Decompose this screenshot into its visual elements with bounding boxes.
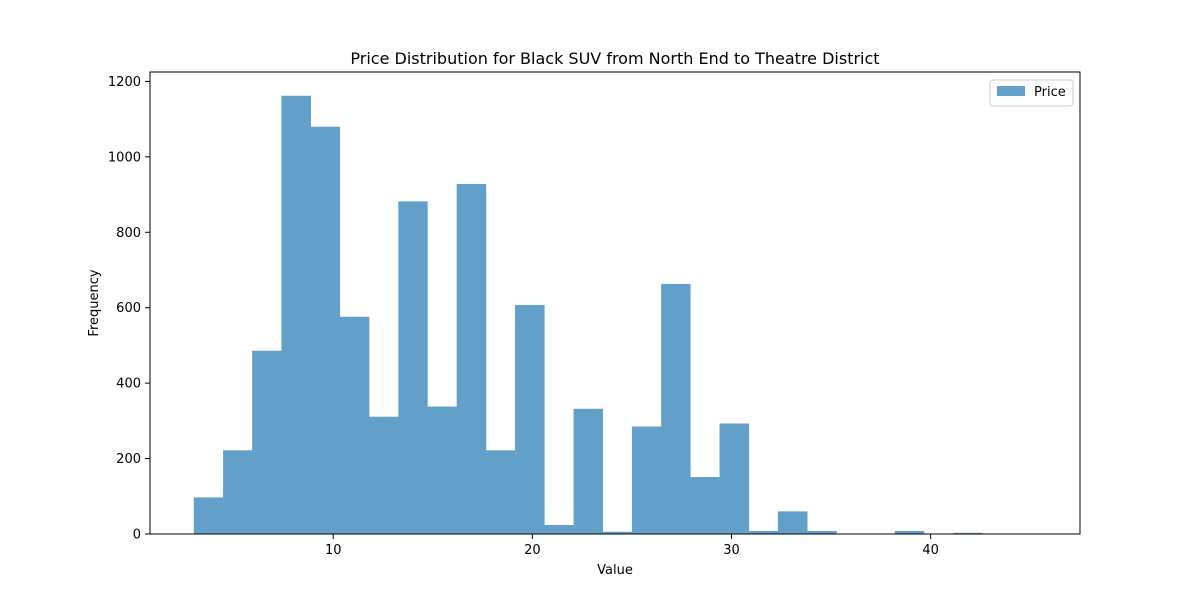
histogram-bar	[719, 423, 750, 534]
histogram-bar	[369, 416, 399, 534]
y-axis: 0 200 400 600 800 1000 1200	[108, 75, 150, 543]
histogram-bar	[661, 283, 691, 534]
y-tick-label: 0	[133, 528, 141, 543]
histogram-bar	[281, 95, 311, 534]
x-tick-label: 20	[524, 543, 541, 558]
plot-frame	[149, 71, 1081, 535]
histogram-bar	[252, 350, 282, 534]
histogram-bar	[807, 530, 837, 534]
histogram-bar	[456, 184, 487, 534]
y-tick-label: 1000	[108, 150, 141, 165]
histogram-bar	[544, 524, 574, 534]
histogram-bar	[573, 408, 603, 534]
histogram-bar	[894, 530, 925, 534]
y-tick-label: 1200	[108, 75, 141, 90]
histogram-bar	[777, 511, 808, 534]
x-axis-label: Value	[597, 563, 633, 578]
y-axis-label: Frequency	[87, 269, 102, 336]
y-tick-label: 400	[116, 377, 141, 392]
x-tick-label: 10	[325, 543, 342, 558]
histogram-bars	[193, 95, 983, 535]
histogram-bar	[690, 477, 720, 534]
x-tick-label: 40	[922, 543, 939, 558]
legend-label-price: Price	[1034, 85, 1066, 100]
y-tick-label: 800	[116, 226, 141, 241]
histogram-bar	[310, 126, 341, 534]
histogram-bar	[427, 406, 457, 534]
chart-title: Price Distribution for Black SUV from No…	[350, 49, 879, 68]
legend: Price	[989, 79, 1074, 107]
legend-swatch-price	[997, 86, 1025, 96]
histogram-bar	[515, 305, 545, 534]
histogram-bar	[748, 530, 779, 534]
histogram-bar	[339, 316, 370, 534]
x-tick-label: 30	[723, 543, 740, 558]
histogram-bar	[602, 531, 633, 534]
histogram-bar	[485, 450, 516, 534]
histogram-bar	[193, 497, 224, 534]
x-axis: 10 20 30 40	[325, 534, 939, 558]
histogram-bar	[953, 532, 983, 534]
y-tick-label: 200	[116, 452, 141, 467]
histogram-bar	[631, 426, 662, 534]
histogram-bar	[398, 201, 428, 535]
histogram-bar	[223, 450, 253, 534]
y-tick-label: 600	[116, 301, 141, 316]
